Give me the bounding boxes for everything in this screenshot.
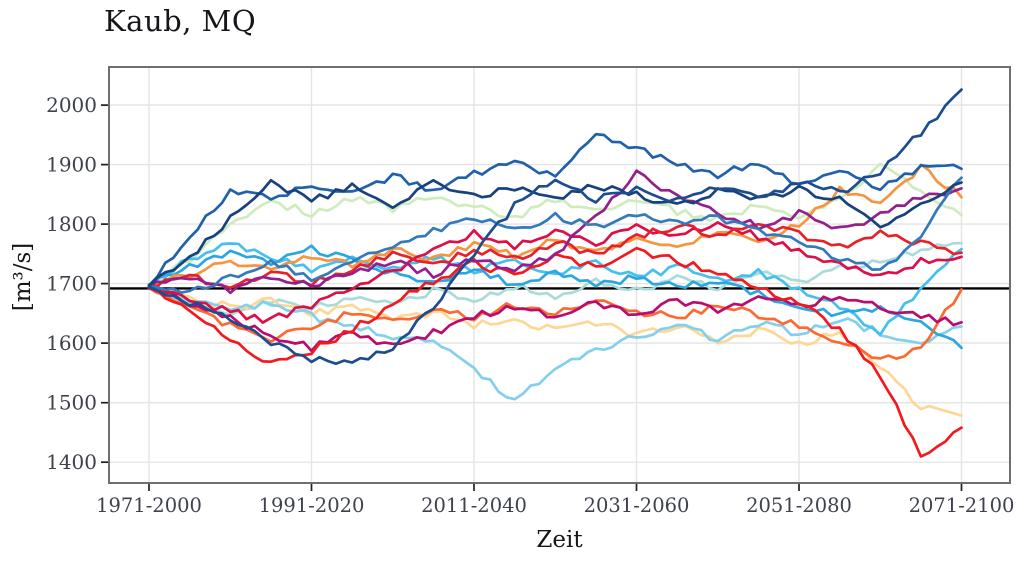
x-tick-label: 1971-2000 bbox=[96, 494, 202, 517]
x-axis-label: Zeit bbox=[536, 527, 583, 553]
y-tick-label: 1500 bbox=[46, 391, 97, 415]
series-line-cyan bbox=[147, 287, 963, 401]
x-tick-label: 2031-2060 bbox=[584, 494, 690, 517]
x-tick-label: 2071-2100 bbox=[909, 494, 1015, 517]
y-tick-label: 1400 bbox=[46, 450, 97, 474]
series-line-orange bbox=[147, 163, 963, 287]
series-line-purple bbox=[147, 169, 963, 295]
y-tick-label: 1900 bbox=[46, 153, 97, 177]
x-tick-label: 1991-2020 bbox=[259, 494, 365, 517]
series-line-magenta bbox=[147, 286, 963, 353]
series-line-orangered bbox=[147, 286, 963, 360]
series-line-paleorange bbox=[147, 285, 963, 418]
series-line-blue2 bbox=[147, 176, 963, 294]
y-tick-label: 1600 bbox=[46, 331, 97, 355]
series-line-crimson bbox=[147, 221, 963, 324]
series-line-palecyan bbox=[147, 241, 963, 317]
series-line-navy2 bbox=[147, 88, 963, 366]
x-tick-label: 2011-2040 bbox=[421, 494, 527, 517]
series-line-skyblue bbox=[147, 244, 963, 350]
series-line-skyblue2 bbox=[147, 242, 963, 336]
chart-title: Kaub, MQ bbox=[104, 4, 257, 38]
y-tick-label: 1700 bbox=[46, 272, 97, 296]
panel-border bbox=[108, 66, 1011, 484]
series-line-blue1 bbox=[147, 132, 963, 287]
x-tick-label: 2051-2080 bbox=[746, 494, 852, 517]
series-line-navy1 bbox=[147, 178, 963, 288]
y-tick-label: 2000 bbox=[46, 93, 97, 117]
series-line-red2 bbox=[147, 222, 963, 290]
y-tick-label: 1800 bbox=[46, 212, 97, 236]
